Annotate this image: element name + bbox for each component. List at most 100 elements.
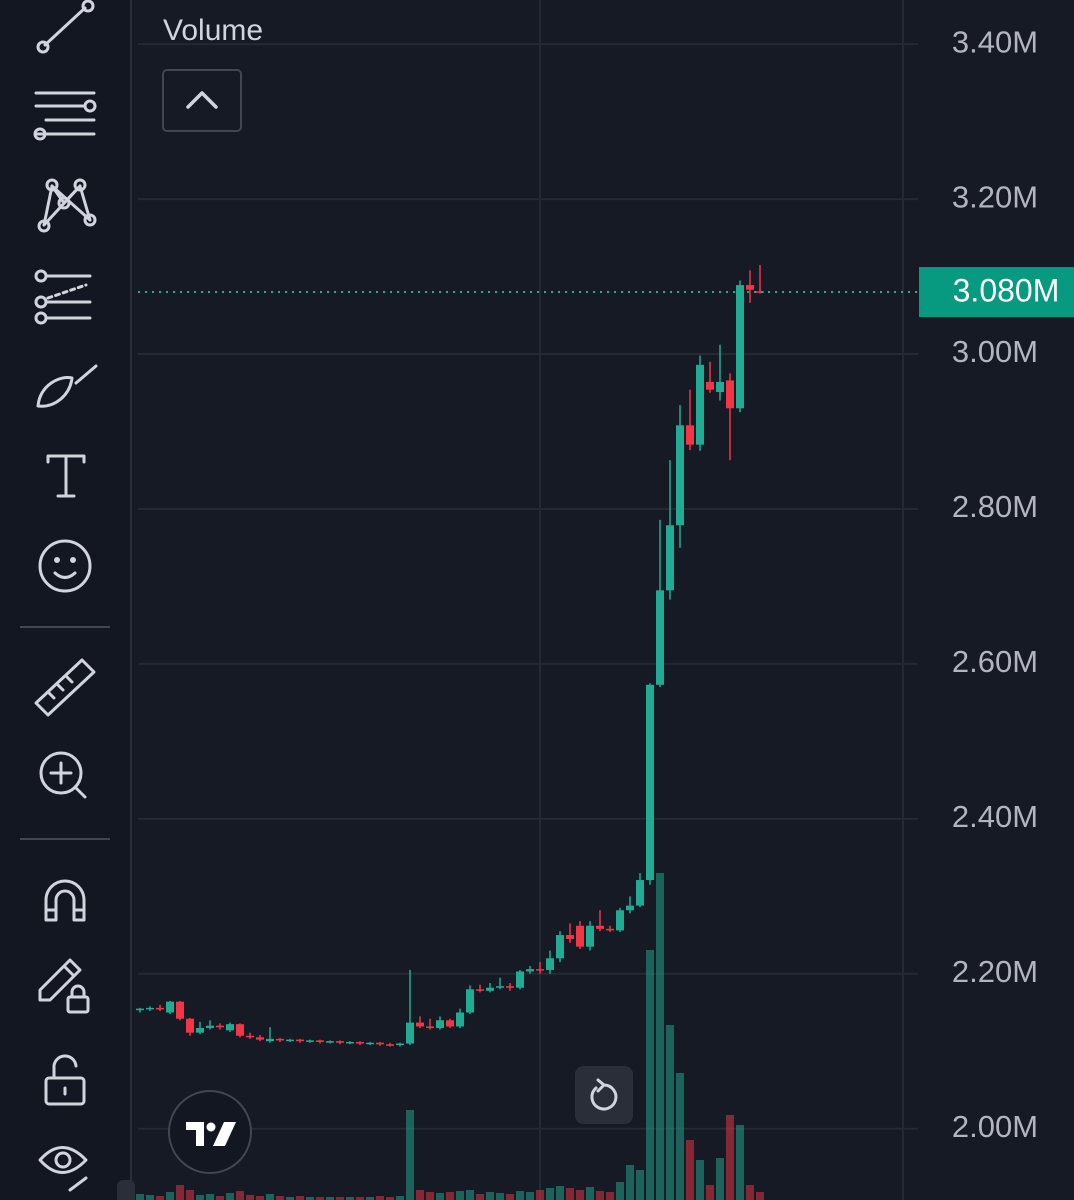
brush-tool[interactable]	[36, 364, 98, 408]
zoom-tool[interactable]	[39, 751, 87, 799]
candle-body	[696, 364, 704, 445]
volume-bar	[616, 1182, 624, 1200]
overlay: 3.080M	[138, 267, 1074, 1174]
candle-body	[266, 1038, 274, 1042]
y-tick-label: 2.40M	[952, 799, 1038, 834]
emoji-tool[interactable]	[38, 539, 92, 593]
volume-bar	[246, 1195, 254, 1200]
candle-body	[596, 925, 604, 929]
volume-bar	[456, 1191, 464, 1200]
candle-body	[196, 1028, 204, 1033]
volume-bar	[136, 1194, 144, 1200]
volume-bar	[266, 1194, 274, 1200]
volume-bar	[626, 1165, 634, 1200]
volume-bar	[226, 1193, 234, 1200]
trend-line-tool[interactable]	[36, 0, 95, 54]
volume-bar	[476, 1194, 484, 1200]
toolbar-icons[interactable]	[20, 0, 135, 1200]
tradingview-logo-mark	[186, 1122, 236, 1146]
candle-body	[316, 1040, 324, 1042]
volume-bar	[276, 1196, 284, 1200]
lock-drawings-tool[interactable]	[38, 958, 90, 1014]
candle-body	[346, 1041, 354, 1044]
volume-bar	[206, 1194, 214, 1200]
candle-body	[236, 1024, 244, 1036]
y-tick-label: 3.00M	[952, 334, 1038, 369]
volume-bar	[606, 1192, 614, 1200]
candle-body	[176, 1001, 184, 1019]
volume-bar	[216, 1196, 224, 1200]
candle-body	[536, 969, 544, 971]
candle-body	[666, 525, 674, 591]
volume-bar	[736, 1125, 744, 1200]
candle-body	[436, 1020, 444, 1029]
volume-bar	[686, 1140, 694, 1200]
candle-body	[336, 1041, 344, 1043]
tradingview-logo[interactable]	[168, 1090, 252, 1174]
candle-body	[746, 285, 754, 290]
volume-bar	[436, 1193, 444, 1200]
forecast-tool[interactable]	[34, 269, 92, 325]
volume-bar	[596, 1191, 604, 1200]
volume-bar	[646, 950, 654, 1200]
reset-icon[interactable]	[590, 1078, 618, 1111]
volume-bar	[756, 1192, 764, 1200]
volume-bar	[586, 1187, 594, 1200]
volume-bar	[706, 1185, 714, 1200]
volume-bar	[306, 1197, 314, 1200]
volume-bar	[726, 1115, 734, 1200]
volume-bar	[296, 1196, 304, 1200]
candle-body	[476, 989, 484, 991]
candle-body	[676, 425, 684, 526]
candle-body	[556, 935, 564, 959]
candle-body	[466, 989, 474, 1013]
candle-body	[646, 684, 654, 881]
candle-body	[566, 935, 574, 939]
volume-bar	[746, 1185, 754, 1200]
volume-bar	[156, 1196, 164, 1200]
volume-bar	[356, 1197, 364, 1200]
volume-bar	[676, 1073, 684, 1200]
y-tick-label: 3.20M	[952, 179, 1038, 214]
volume-bar	[556, 1186, 564, 1200]
lock-tool[interactable]	[44, 1054, 86, 1106]
candle-body	[706, 381, 714, 390]
collapse-icon[interactable]	[186, 91, 218, 109]
volume-bar	[316, 1197, 324, 1200]
volume-bar	[416, 1190, 424, 1200]
candle-body	[256, 1037, 264, 1040]
magnet-tool[interactable]	[44, 879, 86, 922]
pattern-tool[interactable]	[37, 178, 97, 233]
volume-bar	[576, 1190, 584, 1200]
measure-tool[interactable]	[34, 658, 96, 717]
volume-bar	[496, 1193, 504, 1200]
candle-body	[286, 1039, 294, 1042]
candle-body	[576, 925, 584, 947]
volume-bar	[536, 1190, 544, 1200]
candle-body	[446, 1020, 454, 1027]
candle-body	[686, 425, 694, 445]
volume-bar	[326, 1197, 334, 1200]
text-tool[interactable]	[46, 454, 86, 498]
candle-body	[426, 1026, 434, 1029]
candle-body	[306, 1040, 314, 1042]
volume-bar	[666, 1025, 674, 1200]
scroll-handle[interactable]	[117, 1180, 135, 1200]
fib-tool[interactable]	[33, 91, 97, 141]
candle-body	[456, 1012, 464, 1027]
candle-body	[406, 1022, 414, 1044]
candle-body	[216, 1025, 224, 1028]
volume-legend: Volume	[163, 14, 263, 47]
volume-bar	[286, 1197, 294, 1200]
visibility-tool[interactable]	[38, 1146, 88, 1192]
candle-body	[586, 925, 594, 947]
reset-button[interactable]	[575, 1066, 633, 1124]
volume-bar	[176, 1185, 184, 1200]
volume-bar	[506, 1194, 514, 1200]
volume-bar	[636, 1170, 644, 1200]
y-tick-label: 2.00M	[952, 1109, 1038, 1144]
volume-bar	[716, 1158, 724, 1200]
collapse-button[interactable]	[162, 69, 242, 132]
candle-body	[526, 969, 534, 972]
